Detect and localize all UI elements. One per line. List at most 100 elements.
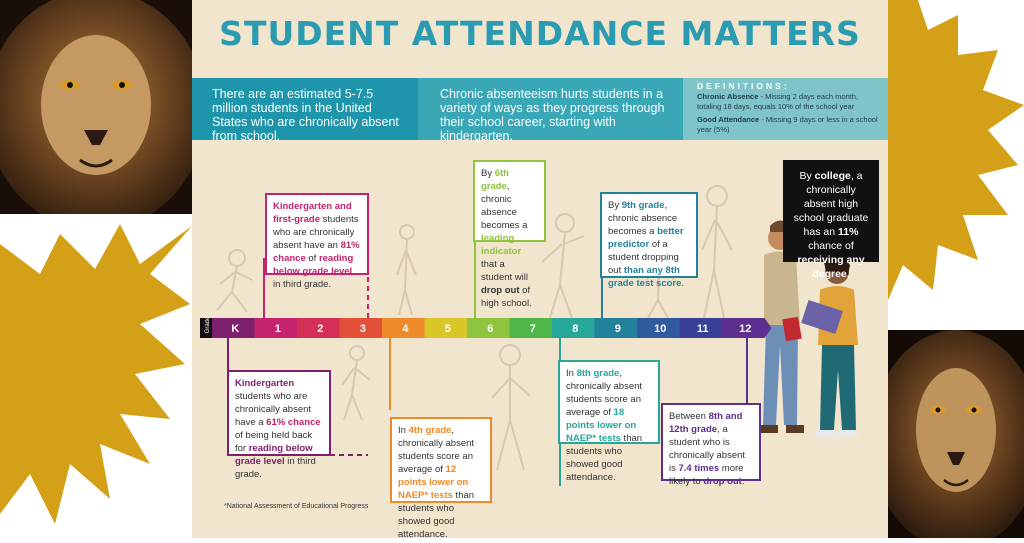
definitions-heading: DEFINITIONS: <box>697 81 790 91</box>
page-title: STUDENT ATTENDANCE MATTERS <box>219 14 861 53</box>
fact-g8-points: 18 points lower on NAEP* tests <box>566 407 637 444</box>
fact-k1-highlight: Kindergarten and first-grade <box>273 201 352 225</box>
fact-k1-text-2: of <box>305 253 319 264</box>
fact-g812-text-1: Between <box>669 411 709 422</box>
fact-8th-to-12th-grade: Between 8th and 12th grade, a student wh… <box>661 403 761 487</box>
timeline-axis-label: Grade <box>205 316 211 333</box>
fact-g4-points: 12 points lower on NAEP* tests <box>398 464 469 501</box>
fact-g4-text-3: than students who showed good attendance… <box>398 490 475 538</box>
fact-g9-text-2: , chronic absence becomes a <box>608 200 678 237</box>
fact-g8-text-2: , chronically absent students score an a… <box>566 368 643 418</box>
timeline-segment-7 <box>509 318 559 338</box>
fact-k1-percent: 81% chance <box>273 240 360 264</box>
fact-g8-text-3: than students who showed good attendance… <box>566 433 643 483</box>
timeline-segment-11 <box>679 318 729 338</box>
fact-8th-grade: In 8th grade, chronically absent student… <box>558 360 660 483</box>
fact-college-percent: 11% <box>838 226 859 238</box>
fact-g812-text-4: . <box>741 476 745 487</box>
timeline-grade-label-3: 3 <box>360 323 366 335</box>
fact-g9-predictor: better predictor <box>608 226 684 250</box>
timeline-grade-label-5: 5 <box>445 323 451 335</box>
timeline-grade-label-2: 2 <box>317 323 323 335</box>
fact-g4-text-2: , chronically absent students score an a… <box>398 425 475 475</box>
fact-g4-text-1: In <box>398 425 409 436</box>
fact-g6-indicator: leading indicator <box>481 233 522 257</box>
timeline-grade-label-9: 9 <box>615 323 621 335</box>
gold-starburst-left <box>0 214 192 538</box>
fact-g812-multiplier: 7.4 times <box>678 463 720 474</box>
timeline-segment-2 <box>297 318 347 338</box>
timeline-segment-6 <box>467 318 517 338</box>
timeline-segment-9 <box>594 318 644 338</box>
fact-college-text-3: chance of <box>808 240 854 252</box>
fact-k1-text-1: students who are chronically absent have… <box>273 214 359 251</box>
fact-g6-text-4: of high school. <box>481 285 532 309</box>
timeline-grade-label-12: 12 <box>739 323 751 335</box>
intro-middle-text: Chronic absenteeism hurts students in a … <box>440 87 665 143</box>
fact-g6-grade: 6th grade <box>481 168 509 192</box>
timeline-segment-8 <box>552 318 602 338</box>
fact-k-outcome: reading below grade level <box>235 443 313 467</box>
chronic-absence-definition: - Missing 2 days each month, totaling 18… <box>697 92 859 111</box>
timeline-grade-label-11: 11 <box>697 323 709 335</box>
fact-6th-grade: By 6th grade, chronic absence becomes a … <box>473 160 546 309</box>
infographic-poster: STUDENT ATTENDANCE MATTERS There are an … <box>192 0 888 538</box>
fact-g6-text-3: that a student will <box>481 259 528 283</box>
footnote: *National Assessment of Educational Prog… <box>224 503 369 510</box>
chronic-absence-term: Chronic Absence <box>697 92 759 101</box>
timeline-grade-label-K: K <box>231 323 239 335</box>
fact-g8-text-1: In <box>566 368 577 379</box>
fact-k-percent: 61% chance <box>266 417 321 428</box>
fact-g4-grade: 4th grade <box>408 425 452 436</box>
fact-k-text-3: in third grade. <box>235 456 316 480</box>
fact-k-text-2: of being held back for <box>235 430 313 454</box>
fact-g9-text-1: By <box>608 200 622 211</box>
fact-college-text-2: , a chronically absent high school gradu… <box>793 170 869 238</box>
gold-starburst-right <box>888 0 1024 330</box>
fact-4th-grade: In 4th grade, chronically absent student… <box>390 417 492 538</box>
fact-k-held-back: Kindergarten students who are chronicall… <box>227 370 331 480</box>
fact-k-text-1: students who are chronically absent have… <box>235 391 312 428</box>
college-students-illustration <box>760 220 858 438</box>
timeline-axis-label-box <box>200 318 212 338</box>
timeline-grade-label-10: 10 <box>654 323 666 335</box>
timeline-grade-label-8: 8 <box>572 323 578 335</box>
fact-g812-text-2: , a student who is chronically absent is <box>669 424 746 474</box>
fact-k1-text-3: in third grade. <box>273 279 332 290</box>
fact-k1-reading: Kindergarten and first-grade students wh… <box>265 193 369 290</box>
fact-college: By college, a chronically absent high sc… <box>783 160 879 280</box>
fact-g812-grades: 8th and 12th grade <box>669 411 743 435</box>
intro-left-text: There are an estimated 5-7.5 million stu… <box>212 87 399 143</box>
timeline-grade-label-1: 1 <box>275 323 281 335</box>
timeline-grade-label-7: 7 <box>530 323 536 335</box>
timeline-segment-4 <box>382 318 432 338</box>
grade-timeline: Grade K 1 2 3 4 5 6 7 8 9 10 11 12 <box>200 316 772 338</box>
timeline-grade-label-6: 6 <box>487 323 493 335</box>
fact-k-highlight: Kindergarten <box>235 378 295 389</box>
fact-g9-grade: 9th grade <box>621 200 665 211</box>
fact-g812-dropout: drop out <box>703 476 742 487</box>
timeline-segment-1 <box>254 318 304 338</box>
lion-photo-top-left <box>0 0 192 214</box>
fact-9th-grade: By 9th grade, chronic absence becomes a … <box>600 192 698 289</box>
timeline-segment-K <box>212 318 262 338</box>
fact-g6-dropout: drop out <box>481 285 520 296</box>
fact-college-highlight: college <box>814 170 851 182</box>
fact-g6-text-2: , chronic absence becomes a <box>481 181 528 231</box>
fact-k1-outcome: reading below grade level <box>273 253 354 277</box>
definitions-panel: DEFINITIONS: Chronic Absence - Missing 2… <box>683 78 888 140</box>
timeline-segment-10 <box>637 318 687 338</box>
timeline-grade-label-4: 4 <box>402 323 409 335</box>
fact-college-outcome: receiving any degree <box>797 254 865 280</box>
fact-g8-grade: 8th grade <box>576 368 620 379</box>
timeline-segment-12 <box>722 318 772 338</box>
intro-left-panel: There are an estimated 5-7.5 million stu… <box>192 78 418 143</box>
fact-g9-text-3: of a student dropping out <box>608 239 679 276</box>
fact-g9-text-4: . <box>681 278 685 289</box>
timeline-segment-5 <box>424 318 474 338</box>
fact-college-text-4: . <box>846 268 850 280</box>
intro-middle-panel: Chronic absenteeism hurts students in a … <box>418 78 683 143</box>
fact-g6-text-1: By <box>481 168 495 179</box>
timeline-segment-3 <box>339 318 389 338</box>
good-attendance-term: Good Attendance <box>697 115 760 124</box>
